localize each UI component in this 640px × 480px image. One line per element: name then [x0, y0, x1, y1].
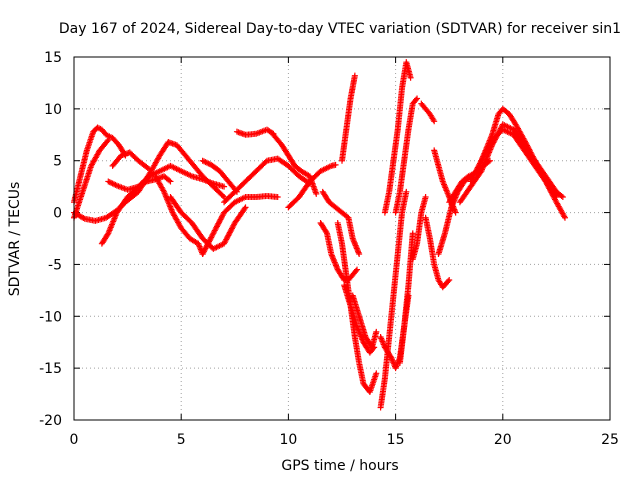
series-arc35 — [478, 126, 560, 201]
series-arc12 — [233, 126, 277, 138]
chart-title: Day 167 of 2024, Sidereal Day-to-day VTE… — [59, 21, 621, 37]
data-point — [409, 230, 416, 237]
y-tick-label: -10 — [39, 309, 62, 325]
series-arc10 — [199, 192, 281, 258]
data-point — [221, 183, 228, 190]
data-point — [431, 118, 438, 125]
series-arc18 — [339, 72, 358, 164]
x-tick-label: 0 — [70, 432, 79, 448]
y-tick-label: 5 — [53, 154, 62, 170]
series-arc15 — [285, 161, 339, 211]
series-arc27 — [409, 194, 429, 263]
data-point — [313, 190, 320, 197]
series-arc2 — [71, 136, 112, 221]
series-arc17 — [319, 188, 363, 258]
data-point — [558, 192, 565, 199]
plot-frame — [73, 56, 611, 421]
y-axis-label: SDTVAR / TECUs — [7, 182, 23, 297]
series-arc30 — [431, 147, 459, 216]
data-point — [166, 177, 173, 184]
data-point — [241, 205, 248, 212]
series-arc5 — [109, 149, 153, 173]
data-point — [105, 136, 112, 143]
data-point — [356, 251, 363, 258]
y-tick-label: -20 — [39, 413, 62, 429]
data-point — [414, 95, 421, 102]
data-point — [446, 276, 453, 283]
data-point — [351, 72, 358, 79]
plot-data — [71, 59, 568, 411]
series-arc11 — [199, 157, 240, 195]
y-tick-label: 15 — [44, 50, 62, 66]
x-axis-label: GPS time / hours — [281, 458, 398, 474]
x-tick-label: 15 — [387, 432, 405, 448]
y-tick-label: 10 — [44, 102, 62, 118]
series-arc26 — [392, 95, 421, 216]
data-point — [104, 138, 111, 145]
x-tick-label: 10 — [279, 432, 297, 448]
data-point — [373, 370, 380, 377]
series-arc14 — [270, 131, 320, 197]
x-tick-label: 5 — [177, 432, 186, 448]
data-point — [559, 194, 566, 201]
y-tick-label: -15 — [39, 361, 62, 377]
data-point — [167, 178, 174, 185]
series-arc21 — [349, 292, 380, 351]
data-point — [422, 194, 429, 201]
data-point — [219, 192, 226, 199]
data-point — [373, 328, 380, 335]
data-point — [552, 192, 559, 199]
x-tick-label: 20 — [494, 432, 512, 448]
data-point — [274, 194, 281, 201]
series-arc22 — [377, 188, 410, 411]
series-arc9 — [167, 194, 249, 252]
data-point — [80, 215, 87, 222]
series-arc8 — [152, 173, 206, 258]
x-tick-labels: 0 5 10 15 20 25 — [70, 432, 619, 448]
series-arc24 — [381, 59, 414, 216]
series-arc28 — [418, 100, 438, 125]
data-point — [445, 278, 452, 285]
y-tick-label: -5 — [48, 257, 62, 273]
data-point — [144, 164, 151, 171]
data-point — [352, 267, 359, 274]
series-arc7 — [122, 139, 228, 206]
data-point — [403, 188, 410, 195]
series-arc29 — [422, 214, 453, 291]
data-point — [323, 229, 330, 236]
data-point — [561, 214, 568, 221]
data-point — [332, 161, 339, 168]
data-point — [452, 209, 459, 216]
series-arc34 — [467, 105, 568, 221]
y-tick-label: 0 — [53, 206, 62, 222]
data-point — [553, 194, 560, 201]
data-point — [407, 74, 414, 81]
data-point — [412, 96, 419, 103]
data-point — [354, 266, 361, 273]
series-arc13 — [221, 155, 313, 206]
data-point — [242, 204, 249, 211]
x-tick-label: 25 — [601, 432, 619, 448]
series-arc31 — [435, 157, 493, 258]
y-tick-labels: -20 -15 -10 -5 0 5 10 15 — [39, 50, 62, 429]
